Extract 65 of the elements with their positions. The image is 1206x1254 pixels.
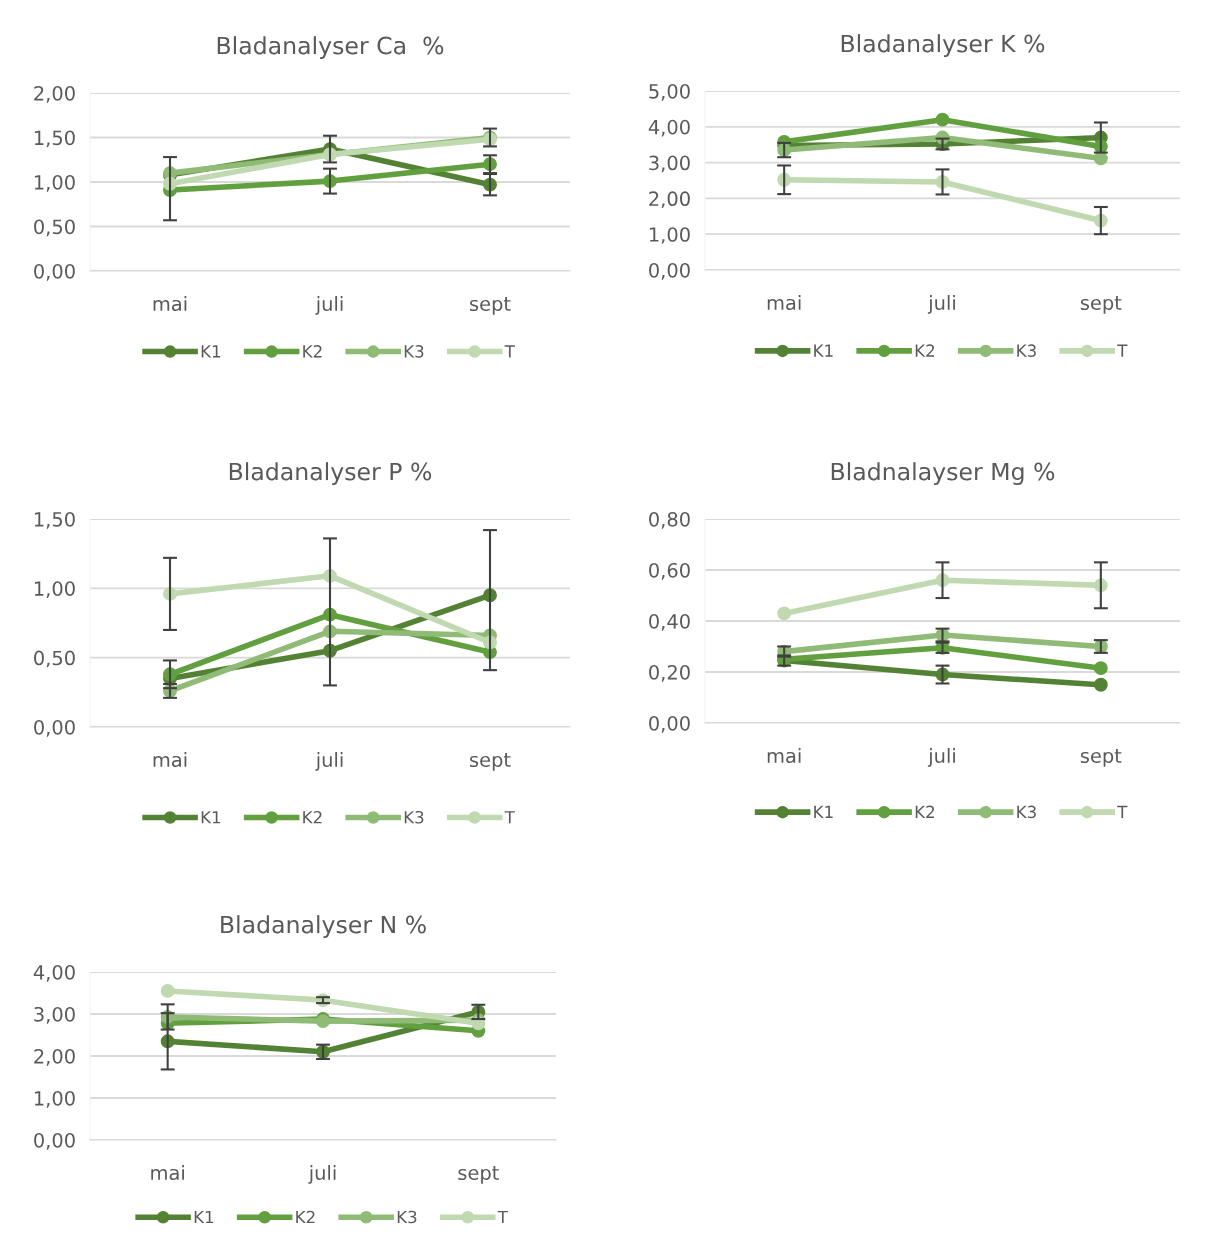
y-tick-label: 2,00 <box>649 191 690 209</box>
y-tick-label: 0,00 <box>34 719 75 737</box>
y-tick-label: 4,00 <box>648 119 690 137</box>
legend-label: K3 <box>1017 344 1036 357</box>
x-tick-label: juli <box>308 1165 336 1184</box>
y-tick-label: 0,80 <box>649 511 690 529</box>
legend-label: K2 <box>915 805 935 818</box>
x-tick-label: juli <box>927 748 955 767</box>
y-tick-label: 0,60 <box>649 562 690 580</box>
legend-label: T <box>1117 805 1128 818</box>
y-tick-label: 0,00 <box>34 1132 75 1150</box>
chart-title: Bladnalayser Mg % <box>831 462 1055 486</box>
y-tick-label: 3,00 <box>34 1006 75 1024</box>
legend-label: T <box>1117 344 1128 357</box>
legend-label: K3 <box>404 345 424 358</box>
x-tick-label: sept <box>1080 296 1122 314</box>
x-tick-label: mai <box>151 1165 184 1181</box>
y-tick-label: 5,00 <box>649 83 690 101</box>
legend-label: K2 <box>915 344 935 357</box>
legend-label: K1 <box>201 345 221 358</box>
y-tick-label: 1,00 <box>649 227 690 244</box>
legend-label: K3 <box>1017 805 1036 819</box>
legend-label: K1 <box>201 811 221 824</box>
y-tick-label: 0,40 <box>649 613 690 631</box>
legend-label: K1 <box>194 1210 214 1224</box>
y-tick-label: 0,00 <box>34 263 75 281</box>
y-tick-label: 4,00 <box>33 964 75 982</box>
y-tick-label: 0,20 <box>649 664 690 682</box>
y-tick-label: 1,00 <box>34 581 75 598</box>
legend-label: T <box>504 345 515 358</box>
legend-label: K2 <box>303 345 322 358</box>
x-tick-label: sept <box>470 297 511 315</box>
legend-label: K2 <box>296 1210 315 1224</box>
x-tick-label: mai <box>153 752 187 768</box>
x-tick-label: juli <box>927 295 955 314</box>
y-tick-label: 0,50 <box>34 219 75 237</box>
x-tick-label: mai <box>767 295 801 311</box>
y-tick-label: 2,00 <box>34 1048 75 1066</box>
y-tick-label: 0,00 <box>649 262 690 280</box>
chart-title: Bladanalyser N % <box>221 915 426 939</box>
x-tick-label: juli <box>315 752 343 771</box>
legend-label: T <box>504 811 515 824</box>
x-tick-label: sept <box>1080 749 1122 767</box>
legend-label: T <box>497 1210 508 1224</box>
y-tick-label: 1,50 <box>34 511 75 529</box>
y-tick-label: 0,00 <box>649 715 690 733</box>
y-tick-label: 1,50 <box>34 130 75 148</box>
y-tick-label: 0,50 <box>34 650 75 668</box>
y-tick-label: 2,00 <box>34 85 75 103</box>
legend-label: K2 <box>303 810 322 824</box>
chart-title: Bladanalyser P % <box>229 462 432 486</box>
legend-label: K3 <box>404 810 424 824</box>
x-tick-label: mai <box>767 748 801 764</box>
y-tick-label: 1,00 <box>34 1090 75 1108</box>
legend-label: K3 <box>397 1210 417 1224</box>
x-tick-label: sept <box>458 1166 499 1184</box>
y-tick-label: 1,00 <box>34 174 75 192</box>
y-tick-label: 3,00 <box>649 155 690 173</box>
x-tick-label: mai <box>153 296 187 312</box>
chart-title: Bladanalyser Ca % <box>217 36 444 60</box>
legend-label: K1 <box>814 805 833 818</box>
chart-title: Bladanalyser K % <box>841 34 1045 58</box>
legend-label: K1 <box>814 344 833 357</box>
x-tick-label: juli <box>315 296 343 315</box>
x-tick-label: sept <box>470 753 511 771</box>
